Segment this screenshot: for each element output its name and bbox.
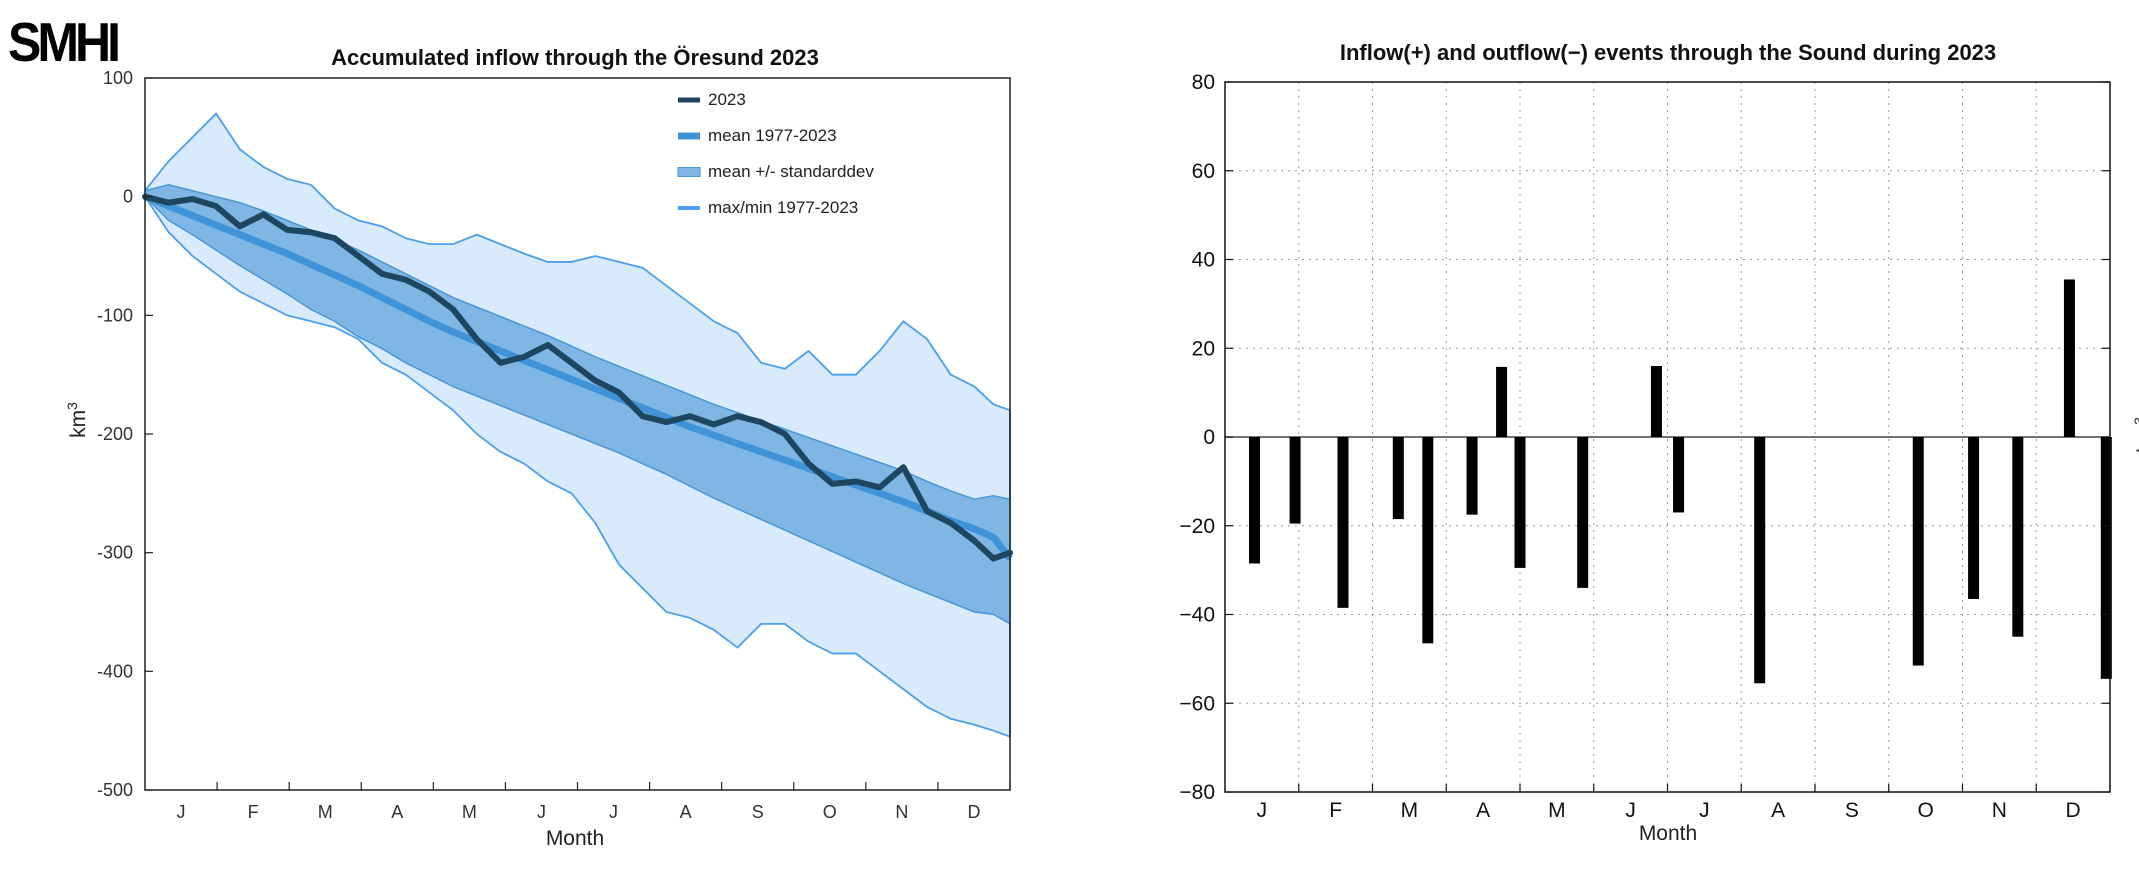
bar	[2012, 437, 2024, 637]
smhi-logo: SMHI	[8, 12, 122, 62]
y-tick-label: -500	[97, 780, 133, 800]
y-tick-label: 0	[1203, 426, 1215, 449]
y-tick-label: 20	[1192, 337, 1215, 360]
std-lower-line	[144, 196, 1011, 625]
bar	[1912, 437, 1924, 666]
legend-entry: 2023	[708, 90, 746, 109]
bar	[2100, 437, 2112, 679]
x-tick-label: A	[680, 802, 692, 822]
right-x-axis-label: Month	[1639, 822, 1697, 845]
inflow-outflow-events-chart: Inflow(+) and outflow(−) events through …	[1179, 40, 2139, 845]
left-x-axis-label: Month	[546, 827, 604, 850]
legend-swatch	[678, 97, 700, 103]
bar	[1577, 437, 1589, 588]
x-tick-label: M	[318, 802, 333, 822]
x-tick-label: F	[1329, 799, 1342, 822]
mean-line	[143, 193, 1013, 561]
series-2023-line	[142, 193, 1013, 562]
y-tick-label: 40	[1192, 249, 1215, 272]
x-tick-label: J	[1257, 799, 1268, 822]
bar	[1392, 437, 1404, 520]
bar	[1754, 437, 1766, 684]
y-tick-label: −60	[1179, 692, 1215, 715]
x-tick-label: A	[1476, 799, 1490, 822]
bar	[1496, 366, 1508, 437]
max-line	[144, 112, 1011, 412]
x-tick-label: J	[609, 802, 618, 822]
left-chart-title: Accumulated inflow through the Öresund 2…	[331, 45, 819, 70]
x-tick-label: J	[537, 802, 546, 822]
y-tick-label: 80	[1192, 71, 1215, 94]
y-tick-label: -300	[97, 543, 133, 563]
std-upper-line	[144, 184, 1011, 501]
y-tick-label: 60	[1192, 160, 1215, 183]
bar	[1337, 437, 1349, 608]
x-tick-label: D	[2066, 799, 2081, 822]
legend-entry: mean +/- standarddev	[708, 162, 874, 181]
x-tick-label: N	[1992, 799, 2007, 822]
bar	[1249, 437, 1260, 564]
left-y-axis-label: km3	[64, 402, 90, 438]
right-chart-title: Inflow(+) and outflow(−) events through …	[1340, 40, 1996, 65]
x-tick-label: M	[1548, 799, 1566, 822]
bar	[1289, 437, 1301, 524]
legend-swatch	[678, 206, 700, 210]
accumulated-inflow-chart: Accumulated inflow through the Öresund 2…	[64, 45, 1013, 850]
bar	[1673, 437, 1685, 513]
legend-swatch	[678, 132, 700, 140]
bar	[1650, 366, 1662, 437]
legend-entry: mean 1977-2023	[708, 126, 837, 145]
x-tick-label: M	[1401, 799, 1419, 822]
std-band	[145, 184, 1010, 624]
x-tick-label: N	[895, 802, 908, 822]
y-tick-label: −20	[1179, 515, 1215, 538]
x-tick-label: J	[1699, 799, 1710, 822]
y-tick-label: 100	[103, 68, 133, 88]
bar	[1422, 437, 1434, 644]
x-tick-label: O	[823, 802, 837, 822]
x-tick-label: O	[1917, 799, 1933, 822]
x-tick-label: F	[248, 802, 259, 822]
bar	[2063, 279, 2075, 437]
x-tick-label: A	[391, 802, 403, 822]
x-tick-label: J	[177, 802, 186, 822]
y-tick-label: -200	[97, 424, 133, 444]
x-tick-label: S	[752, 802, 764, 822]
y-tick-label: −80	[1179, 781, 1215, 804]
y-tick-label: -400	[97, 661, 133, 681]
x-tick-label: D	[967, 802, 980, 822]
right-y-axis-label: km3	[2131, 417, 2139, 453]
bar	[1466, 437, 1478, 515]
legend-swatch	[677, 167, 701, 177]
x-tick-label: S	[1845, 799, 1859, 822]
smhi-logo-text: SMHI	[8, 12, 118, 62]
bar	[1968, 437, 1980, 599]
y-tick-label: −40	[1179, 604, 1215, 627]
x-tick-label: A	[1771, 799, 1785, 822]
y-tick-label: 0	[123, 187, 133, 207]
legend-entry: max/min 1977-2023	[708, 198, 858, 217]
y-tick-label: -100	[97, 305, 133, 325]
x-tick-label: J	[1625, 799, 1636, 822]
x-tick-label: M	[462, 802, 477, 822]
min-line	[144, 196, 1011, 738]
bar	[1514, 437, 1526, 568]
